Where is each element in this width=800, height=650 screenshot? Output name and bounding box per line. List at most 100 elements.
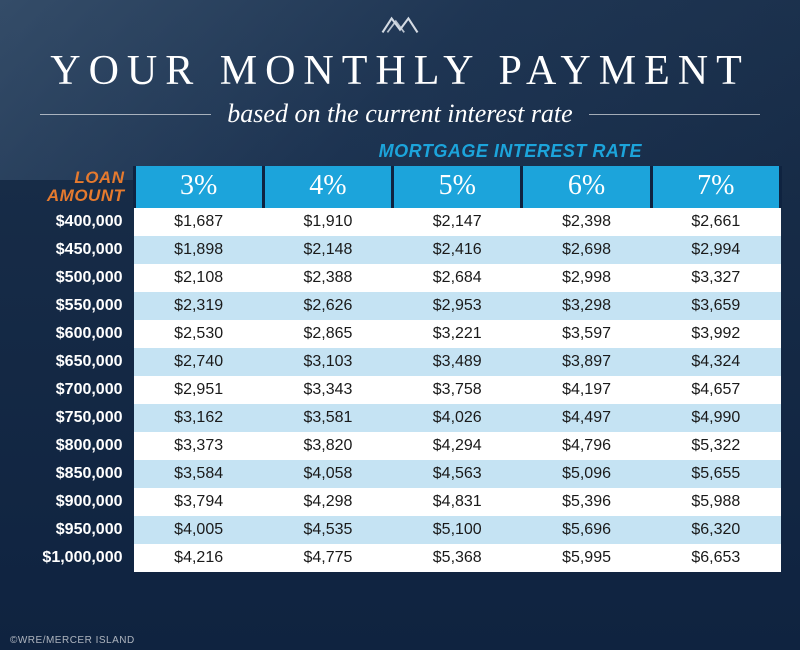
payment-cell: $1,898 — [134, 236, 263, 264]
payment-cell: $4,563 — [393, 460, 522, 488]
table-row: $750,000$3,162$3,581$4,026$4,497$4,990 — [18, 404, 781, 432]
payment-cell: $5,396 — [522, 488, 651, 516]
payment-cell: $4,298 — [263, 488, 392, 516]
table-row: $1,000,000$4,216$4,775$5,368$5,995$6,653 — [18, 544, 781, 572]
payment-cell: $4,294 — [393, 432, 522, 460]
payment-cell: $5,368 — [393, 544, 522, 572]
payment-cell: $4,831 — [393, 488, 522, 516]
payment-cell: $5,100 — [393, 516, 522, 544]
payment-cell: $3,794 — [134, 488, 263, 516]
payment-cell: $2,951 — [134, 376, 263, 404]
table-row: $400,000$1,687$1,910$2,147$2,398$2,661 — [18, 208, 781, 236]
payment-cell: $4,026 — [393, 404, 522, 432]
payment-cell: $2,998 — [522, 264, 651, 292]
table-row: $700,000$2,951$3,343$3,758$4,197$4,657 — [18, 376, 781, 404]
payment-cell: $3,992 — [651, 320, 780, 348]
loan-amount-cell: $650,000 — [18, 348, 134, 376]
rate-header: 6% — [522, 166, 651, 208]
loan-amount-cell: $1,000,000 — [18, 544, 134, 572]
table-row: $550,000$2,319$2,626$2,953$3,298$3,659 — [18, 292, 781, 320]
table-row: $800,000$3,373$3,820$4,294$4,796$5,322 — [18, 432, 781, 460]
loan-amount-cell: $850,000 — [18, 460, 134, 488]
payment-cell: $5,096 — [522, 460, 651, 488]
table-body: $400,000$1,687$1,910$2,147$2,398$2,661$4… — [18, 208, 781, 572]
payment-cell: $2,530 — [134, 320, 263, 348]
brand-logo-icon — [379, 10, 421, 38]
payment-cell: $3,373 — [134, 432, 263, 460]
axis-label-interest-rate: MORTGAGE INTEREST RATE — [18, 141, 782, 162]
table-row: $950,000$4,005$4,535$5,100$5,696$6,320 — [18, 516, 781, 544]
subtitle-row: based on the current interest rate — [0, 99, 800, 129]
payment-cell: $1,910 — [263, 208, 392, 236]
payment-cell: $3,597 — [522, 320, 651, 348]
footer-credit: ©WRE/MERCER ISLAND — [10, 635, 135, 646]
payment-cell: $6,653 — [651, 544, 780, 572]
rate-header: 4% — [263, 166, 392, 208]
axis-label-loan-amount: LOAN AMOUNT — [18, 169, 133, 205]
payment-cell: $3,327 — [651, 264, 780, 292]
payment-cell: $3,162 — [134, 404, 263, 432]
payment-cell: $2,661 — [651, 208, 780, 236]
loan-amount-cell: $450,000 — [18, 236, 134, 264]
payment-cell: $2,698 — [522, 236, 651, 264]
axis-left-line2: AMOUNT — [47, 187, 125, 205]
divider-right — [589, 114, 760, 115]
page-title: YOUR MONTHLY PAYMENT — [0, 47, 800, 95]
payment-cell: $5,655 — [651, 460, 780, 488]
payment-cell: $5,322 — [651, 432, 780, 460]
payment-cell: $2,994 — [651, 236, 780, 264]
payment-cell: $5,995 — [522, 544, 651, 572]
payment-cell: $2,147 — [393, 208, 522, 236]
payment-cell: $4,216 — [134, 544, 263, 572]
payment-cell: $3,897 — [522, 348, 651, 376]
logo — [0, 0, 800, 43]
page-subtitle: based on the current interest rate — [227, 99, 572, 129]
payment-cell: $5,696 — [522, 516, 651, 544]
payment-table-container: MORTGAGE INTEREST RATE LOAN AMOUNT 3% 4%… — [0, 129, 800, 572]
payment-cell: $4,990 — [651, 404, 780, 432]
axis-label-loan-amount-cell: LOAN AMOUNT — [18, 166, 134, 208]
payment-cell: $5,988 — [651, 488, 780, 516]
payment-cell: $2,398 — [522, 208, 651, 236]
loan-amount-cell: $700,000 — [18, 376, 134, 404]
table-header-row: LOAN AMOUNT 3% 4% 5% 6% 7% — [18, 166, 781, 208]
table-row: $900,000$3,794$4,298$4,831$5,396$5,988 — [18, 488, 781, 516]
payment-cell: $3,103 — [263, 348, 392, 376]
payment-cell: $3,659 — [651, 292, 780, 320]
payment-cell: $6,320 — [651, 516, 780, 544]
payment-cell: $4,005 — [134, 516, 263, 544]
payment-table: LOAN AMOUNT 3% 4% 5% 6% 7% $400,000$1,68… — [18, 166, 782, 572]
payment-cell: $2,108 — [134, 264, 263, 292]
rate-header: 3% — [134, 166, 263, 208]
payment-cell: $3,221 — [393, 320, 522, 348]
loan-amount-cell: $500,000 — [18, 264, 134, 292]
payment-cell: $4,058 — [263, 460, 392, 488]
payment-cell: $3,584 — [134, 460, 263, 488]
table-row: $850,000$3,584$4,058$4,563$5,096$5,655 — [18, 460, 781, 488]
payment-cell: $2,388 — [263, 264, 392, 292]
rate-header: 5% — [393, 166, 522, 208]
table-row: $500,000$2,108$2,388$2,684$2,998$3,327 — [18, 264, 781, 292]
payment-cell: $4,535 — [263, 516, 392, 544]
payment-cell: $2,684 — [393, 264, 522, 292]
table-row: $650,000$2,740$3,103$3,489$3,897$4,324 — [18, 348, 781, 376]
payment-cell: $3,343 — [263, 376, 392, 404]
payment-cell: $4,796 — [522, 432, 651, 460]
payment-cell: $3,581 — [263, 404, 392, 432]
payment-cell: $1,687 — [134, 208, 263, 236]
table-row: $450,000$1,898$2,148$2,416$2,698$2,994 — [18, 236, 781, 264]
payment-cell: $4,497 — [522, 404, 651, 432]
loan-amount-cell: $950,000 — [18, 516, 134, 544]
loan-amount-cell: $600,000 — [18, 320, 134, 348]
payment-cell: $3,758 — [393, 376, 522, 404]
payment-cell: $4,775 — [263, 544, 392, 572]
table-row: $600,000$2,530$2,865$3,221$3,597$3,992 — [18, 320, 781, 348]
payment-cell: $2,740 — [134, 348, 263, 376]
payment-cell: $4,657 — [651, 376, 780, 404]
header: YOUR MONTHLY PAYMENT based on the curren… — [0, 43, 800, 129]
payment-cell: $2,953 — [393, 292, 522, 320]
payment-cell: $4,197 — [522, 376, 651, 404]
payment-cell: $2,319 — [134, 292, 263, 320]
payment-cell: $4,324 — [651, 348, 780, 376]
payment-cell: $3,489 — [393, 348, 522, 376]
